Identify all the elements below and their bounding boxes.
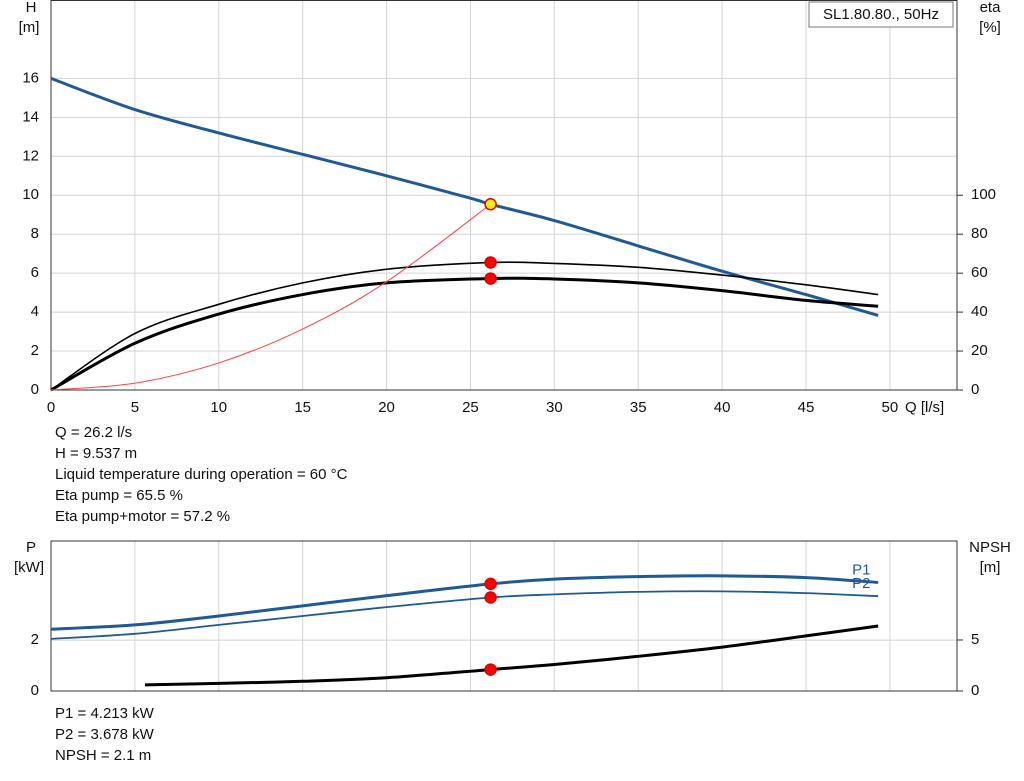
plot-frame: [50, 540, 958, 692]
x-tick-label: 45: [798, 399, 815, 416]
operating-point: [484, 591, 497, 604]
info-line: Liquid temperature during operation = 60…: [55, 466, 348, 483]
curve: [50, 276, 879, 392]
operating-point: [484, 256, 497, 269]
y-tick-label: 0: [31, 381, 39, 398]
info-line: P2 = 3.678 kW: [55, 726, 155, 743]
x-tick-label: 25: [462, 399, 479, 416]
operating-point: [484, 272, 497, 285]
info-line: H = 9.537 m: [55, 445, 137, 462]
y2-tick-label: 5: [971, 631, 979, 648]
y-tick-label: 2: [31, 631, 39, 648]
y-tick-label: 8: [31, 225, 39, 242]
operating-point: [484, 663, 497, 676]
curve: [50, 590, 879, 640]
y2-tick-label: 80: [971, 225, 988, 242]
info-line: P1 = 4.213 kW: [55, 705, 155, 722]
y2-tick-label: 0: [971, 381, 979, 398]
curve-label: P2: [852, 575, 870, 592]
y-tick-label: 10: [22, 186, 39, 203]
curve: [144, 624, 879, 687]
x-tick-label: 50: [882, 399, 899, 416]
curve: [50, 261, 879, 391]
x-tick-label: 20: [378, 399, 395, 416]
y2-axis-label: eta: [980, 0, 1002, 16]
x-tick-label: 40: [714, 399, 731, 416]
info-line: Eta pump = 65.5 %: [55, 487, 183, 504]
x-axis-label: Q [l/s]: [905, 399, 944, 416]
x-tick-label: 10: [210, 399, 227, 416]
y-tick-label: 4: [31, 303, 39, 320]
y2-tick-label: 40: [971, 303, 988, 320]
x-tick-label: 15: [294, 399, 311, 416]
y-axis-unit: [m]: [19, 19, 40, 36]
y2-tick-label: 100: [971, 186, 996, 203]
operating-point: [484, 198, 497, 211]
x-tick-label: 35: [630, 399, 647, 416]
x-tick-label: 5: [131, 399, 139, 416]
chart-title: SL1.80.80., 50Hz: [823, 6, 939, 23]
info-line: Eta pump+motor = 57.2 %: [55, 508, 230, 525]
y2-axis-unit: [m]: [980, 559, 1001, 576]
title-box: [808, 1, 954, 28]
y-axis-label: P: [26, 539, 36, 556]
y-axis-label: H: [26, 0, 37, 16]
y2-axis-label: NPSH: [969, 539, 1011, 556]
y-tick-label: 2: [31, 342, 39, 359]
y-tick-label: 16: [22, 69, 39, 86]
operating-point: [484, 577, 497, 591]
info-line: Q = 26.2 l/s: [55, 424, 132, 441]
y2-axis-unit: [%]: [979, 19, 1001, 36]
y-tick-label: 0: [31, 682, 39, 699]
x-tick-label: 30: [546, 399, 563, 416]
curve: [50, 574, 879, 631]
y2-tick-label: 20: [971, 342, 988, 359]
x-tick-label: 0: [47, 399, 55, 416]
y-tick-label: 6: [31, 264, 39, 281]
curve: [50, 76, 879, 317]
info-line: NPSH = 2.1 m: [55, 747, 151, 764]
y2-tick-label: 0: [971, 682, 979, 699]
y-axis-unit: [kW]: [14, 559, 44, 576]
y-tick-label: 14: [22, 108, 39, 125]
y-tick-label: 12: [22, 147, 39, 164]
curve: [50, 203, 491, 391]
y2-tick-label: 60: [971, 264, 988, 281]
curve-label: P1: [852, 561, 870, 578]
